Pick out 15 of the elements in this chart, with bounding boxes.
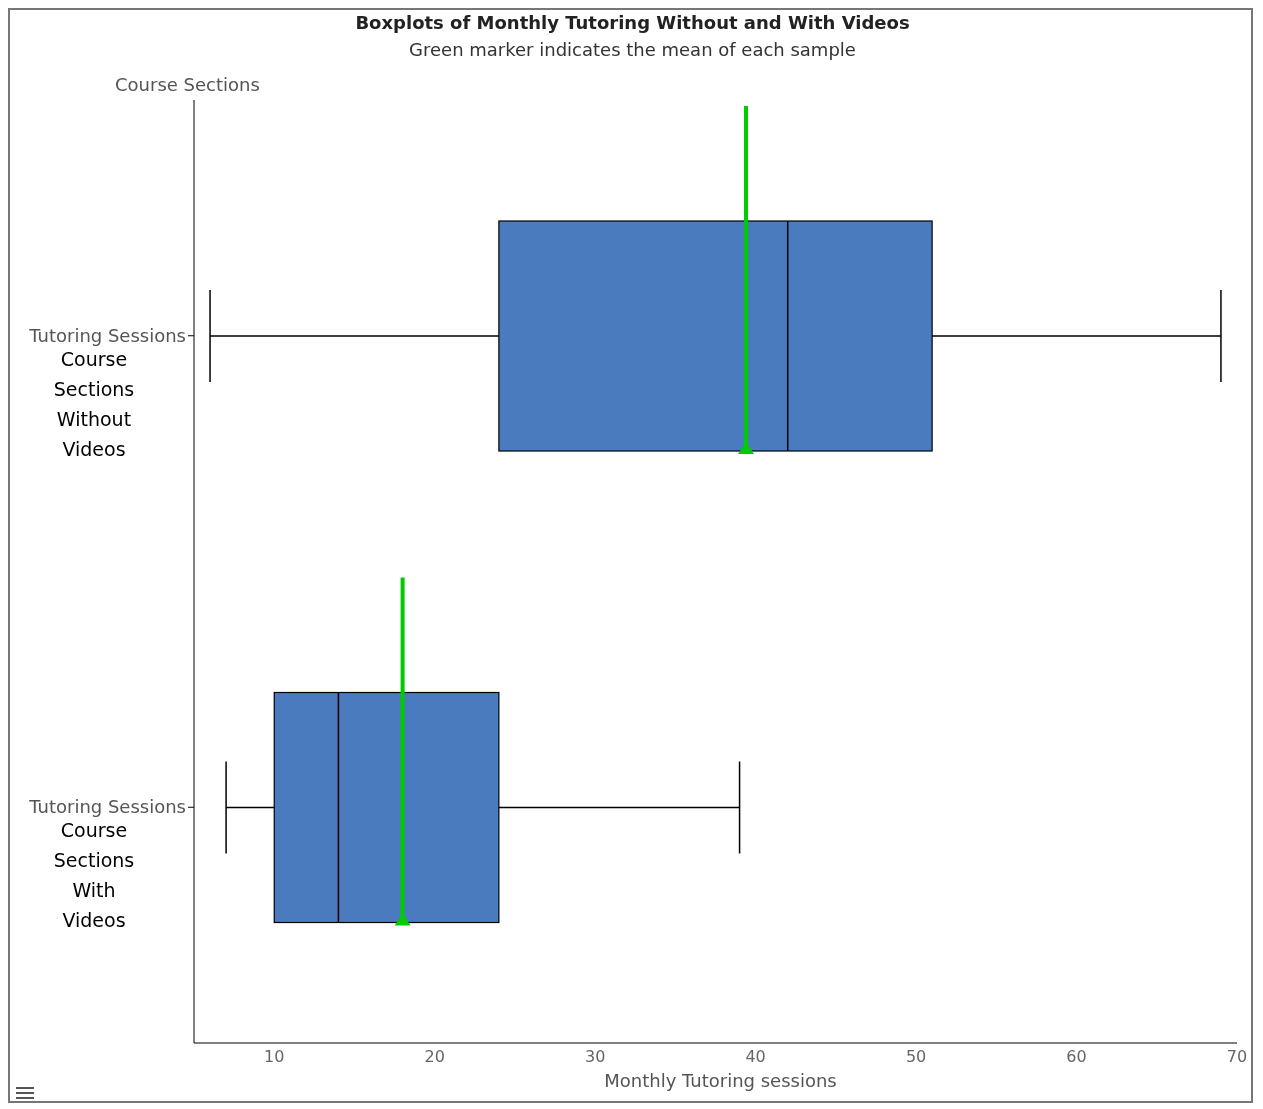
y-tick-label: Tutoring Sessions	[28, 324, 186, 346]
x-axis-title: Monthly Tutoring sessions	[603, 1070, 838, 1091]
x-tick-label: 40	[745, 1047, 766, 1067]
x-tick-label: 30	[584, 1047, 606, 1067]
text: Course Sections Without Videos	[53, 347, 135, 460]
x-tick-label: 20	[424, 1047, 445, 1067]
x-tick-label: 50	[905, 1047, 927, 1067]
chart-title: Boxplots of Monthly Tutoring Without and With Videos	[354, 12, 911, 33]
y-axis-title: Course Sections	[115, 74, 260, 95]
x-tick-label: 10	[264, 1047, 285, 1067]
chart-subtitle: Green marker indicates the mean of each sample	[408, 39, 857, 60]
x-tick-label: 70	[1226, 1047, 1248, 1067]
text: Course Sections With Videos	[53, 819, 135, 932]
x-tick-label: 60	[1066, 1047, 1087, 1067]
y-tick-label: Tutoring Sessions	[28, 796, 186, 818]
